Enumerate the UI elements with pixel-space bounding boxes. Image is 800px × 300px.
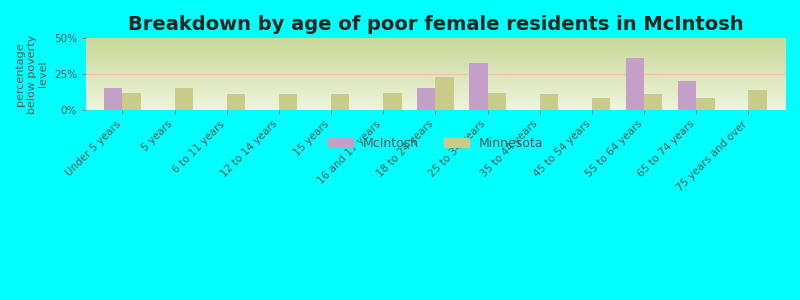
Bar — [696, 98, 714, 110]
Bar — [383, 93, 402, 110]
Bar — [226, 94, 245, 110]
Bar — [488, 93, 506, 110]
Legend: McIntosh, Minnesota: McIntosh, Minnesota — [322, 132, 548, 155]
Bar — [174, 88, 193, 110]
Bar — [540, 94, 558, 110]
Bar — [644, 94, 662, 110]
Bar — [417, 88, 435, 110]
Bar — [592, 98, 610, 110]
Bar — [122, 93, 141, 110]
Bar — [331, 94, 350, 110]
Bar — [279, 94, 298, 110]
Title: Breakdown by age of poor female residents in McIntosh: Breakdown by age of poor female resident… — [128, 15, 743, 34]
Bar — [470, 63, 488, 110]
Bar — [104, 88, 122, 110]
Bar — [749, 90, 766, 110]
Bar — [626, 58, 644, 110]
Bar — [435, 77, 454, 110]
Bar — [678, 81, 696, 110]
Y-axis label: percentage
below poverty
level: percentage below poverty level — [15, 34, 48, 114]
